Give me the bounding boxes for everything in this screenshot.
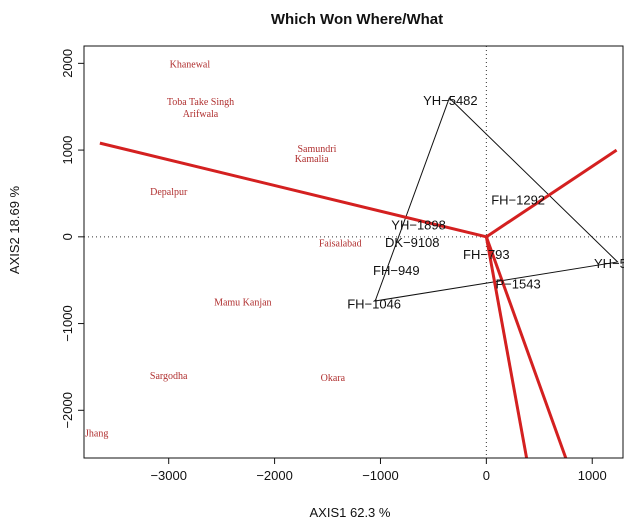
- x-axis-label: AXIS1 62.3 %: [310, 505, 391, 520]
- plot-frame: [83, 45, 624, 459]
- reference-lines: [84, 46, 624, 458]
- x-tick-label: −3000: [150, 468, 187, 483]
- genotype-label: FH−949: [373, 263, 420, 278]
- sector-ray-3: [484, 236, 529, 459]
- x-tick-label: 0: [483, 468, 490, 483]
- genotype-label: P−1543: [496, 277, 541, 292]
- environment-label: Arifwala: [183, 109, 219, 120]
- sector-ray-4: [484, 236, 568, 459]
- genotype-label: FH−793: [463, 247, 510, 262]
- environment-label: Kamalia: [295, 154, 329, 165]
- genotype-label: DK−9108: [385, 235, 440, 250]
- genotype-label: YH−1898: [391, 218, 446, 233]
- environment-label: Samundri: [297, 144, 336, 155]
- x-tick-label: −1000: [362, 468, 399, 483]
- environment-label: Khanewal: [170, 60, 211, 71]
- y-tick-label: 0: [60, 233, 75, 240]
- genotype-labels: YH−5482 FH−1292 YH−1898 DK−9108 FH−793 FH−949…: [347, 93, 624, 312]
- y-tick-label: −1000: [60, 305, 75, 342]
- genotype-label: FH−1046: [347, 297, 401, 312]
- convex-hull: [374, 97, 619, 302]
- sector-ray-2: [485, 148, 618, 239]
- environment-label: Faisalabad: [319, 238, 362, 249]
- hull-polygon: [374, 97, 619, 302]
- environment-label: Depalpur: [150, 187, 188, 198]
- environment-label: Jhang: [85, 428, 108, 439]
- y-tick-label: −2000: [60, 392, 75, 429]
- x-tick-label: 1000: [578, 468, 607, 483]
- genotype-label: FH−1292: [491, 193, 545, 208]
- genotype-label: YH−514: [594, 256, 624, 271]
- environment-label: Okara: [321, 373, 346, 384]
- environment-label: Sargodha: [150, 371, 188, 382]
- y-tick-label: 2000: [60, 49, 75, 78]
- chart-title: Which Won Where/What: [271, 11, 443, 28]
- genotype-label: YH−5482: [423, 93, 478, 108]
- y-tick-label: 1000: [60, 136, 75, 165]
- environment-label: Toba Take Singh: [167, 97, 234, 108]
- y-axis-label: AXIS2 18.69 %: [7, 185, 22, 274]
- x-tick-label: −2000: [256, 468, 293, 483]
- sector-rays: [99, 141, 618, 459]
- axis-ticks: −3000 −2000 −1000 0 1000 −2000 −1000 0 1000 2000: [60, 49, 607, 483]
- environment-label: Mamu Kanjan: [214, 297, 272, 308]
- sector-ray-1: [99, 141, 487, 239]
